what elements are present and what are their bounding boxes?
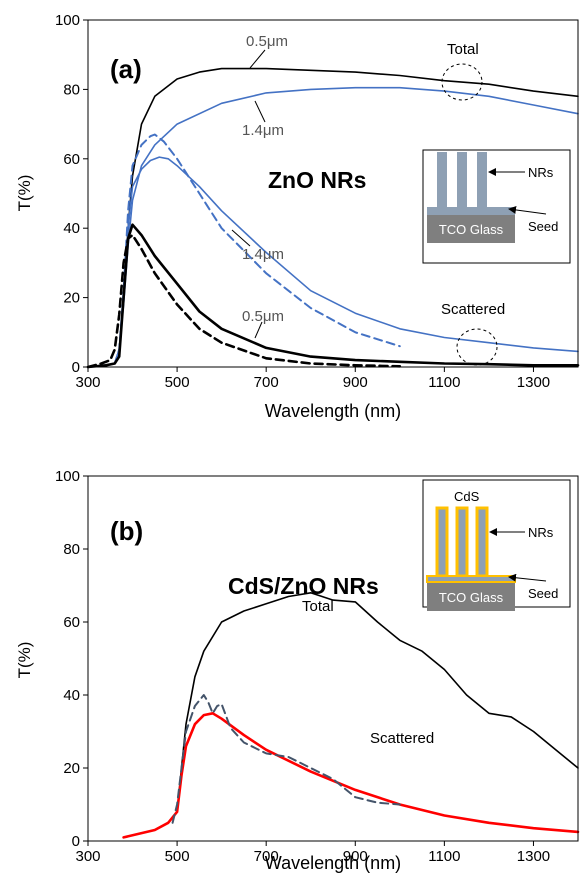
- series-line-a-5: [86, 233, 402, 369]
- series-line-b-0: [176, 591, 579, 813]
- inset-b-substrate-label: TCO Glass: [439, 590, 504, 605]
- panel-b-y-ticks: 0 20 40 60 80 100: [55, 468, 88, 850]
- inset-b-rod-3: [475, 506, 489, 578]
- y-tick-label-b-80: 80: [63, 541, 80, 558]
- y-tick-label-a-40: 40: [63, 220, 80, 237]
- inset-a-frame: [422, 149, 571, 264]
- y-tick-label-b-40: 40: [63, 687, 80, 704]
- inset-b-nrs-label: NRs: [528, 525, 554, 540]
- pointer-05-total: [249, 49, 266, 69]
- panel-b-x-ticks: 300 500 700 900 1100 1300: [75, 841, 550, 865]
- annotation-b-total: Total: [302, 598, 334, 615]
- x-tick-label-a-500: 500: [165, 374, 190, 391]
- annotation-a-14-total: 1.4μm: [242, 122, 284, 139]
- y-tick-label-a-100: 100: [55, 12, 80, 29]
- inset-b-seed-label: Seed: [528, 586, 558, 601]
- pointer-14-scat: [231, 229, 251, 247]
- panel-a-chart: 0 20 40 60 80 100 300 500 700 900 1100 1300 T(%) W…: [15, 12, 580, 421]
- panel-b-chart: 0 20 40 60 80 100 300 500 700 900 1100 1300 T(%) W…: [15, 468, 580, 873]
- annotation-a-14-scat: 1.4μm: [242, 246, 284, 263]
- total-highlight-circle: [441, 63, 483, 101]
- y-tick-label-b-20: 20: [63, 760, 80, 777]
- annotation-a-05-total: 0.5μm: [246, 33, 288, 50]
- x-tick-label-b-1100: 1100: [428, 848, 460, 865]
- panel-a-series-group: [86, 67, 580, 369]
- inset-b-rod-2: [455, 506, 469, 578]
- y-tick-label-a-0: 0: [72, 359, 80, 376]
- inset-a-substrate: [427, 215, 515, 243]
- x-tick-label-a-300: 300: [75, 374, 100, 391]
- inset-a-seed: [427, 207, 515, 215]
- panel-b-title: CdS/ZnO NRs: [228, 573, 379, 599]
- inset-a-nrs-label: NRs: [528, 165, 554, 180]
- panel-a-y-ticks: 0 20 40 60 80 100: [55, 12, 88, 376]
- panel-b-inset: TCO Glass CdS NRs Seed: [422, 479, 571, 611]
- y-tick-label-b-60: 60: [63, 614, 80, 631]
- annotation-a-05-scat: 0.5μm: [242, 308, 284, 325]
- inset-a-substrate-label: TCO Glass: [439, 222, 504, 237]
- series-line-b-1: [122, 711, 580, 839]
- panel-a-plot-frame: [87, 19, 579, 368]
- inset-a-seed-arrow: [508, 205, 547, 215]
- panel-a-label: (a): [110, 54, 142, 84]
- panel-a-inset: TCO Glass NRs Seed: [422, 149, 571, 264]
- x-tick-label-a-1300: 1300: [517, 374, 550, 391]
- panel-a-ylabel: T(%): [15, 175, 34, 212]
- inset-b-seed: [426, 575, 516, 583]
- y-tick-label-a-20: 20: [63, 290, 80, 307]
- inset-a-rod-2: [457, 152, 467, 208]
- x-tick-label-b-500: 500: [165, 848, 190, 865]
- y-tick-label-a-60: 60: [63, 151, 80, 168]
- pointer-14-total: [254, 100, 266, 123]
- series-line-a-4: [86, 223, 580, 369]
- y-tick-label-b-100: 100: [55, 468, 80, 485]
- panel-a-xlabel: Wavelength (nm): [265, 401, 401, 421]
- inset-b-seed-arrow: [508, 573, 547, 582]
- annotation-a-total: Total: [447, 41, 479, 58]
- inset-a-rod-3: [477, 152, 487, 208]
- panel-a-title: ZnO NRs: [268, 167, 366, 193]
- x-tick-label-b-300: 300: [75, 848, 100, 865]
- annotation-b-scattered: Scattered: [370, 730, 434, 747]
- x-tick-label-a-900: 900: [343, 374, 368, 391]
- panel-b-plot-frame: [87, 475, 579, 842]
- y-tick-label-a-80: 80: [63, 81, 80, 98]
- pointer-05-scat: [254, 321, 263, 339]
- x-tick-label-b-700: 700: [254, 848, 279, 865]
- annotation-a-scattered: Scattered: [441, 301, 505, 318]
- inset-a-rod-1: [437, 152, 447, 208]
- x-tick-label-a-700: 700: [254, 374, 279, 391]
- inset-b-rod-1: [435, 506, 449, 578]
- panel-a-x-ticks: 300 500 700 900 1100 1300: [75, 367, 550, 391]
- y-tick-label-b-0: 0: [72, 833, 80, 850]
- x-tick-label-b-1300: 1300: [517, 848, 550, 865]
- panel-b-label: (b): [110, 516, 143, 546]
- x-tick-label-a-1100: 1100: [428, 374, 460, 391]
- panel-b-ylabel: T(%): [15, 642, 34, 679]
- x-tick-label-b-900: 900: [343, 848, 368, 865]
- inset-b-shell-label: CdS: [454, 489, 480, 504]
- series-line-b-2: [171, 694, 401, 824]
- panel-b-series-group: [122, 591, 580, 839]
- inset-a-seed-label: Seed: [528, 219, 558, 234]
- panel-b-xlabel: Wavelength (nm): [265, 853, 401, 873]
- scattered-highlight-circle: [456, 328, 498, 366]
- inset-b-substrate: [427, 583, 515, 611]
